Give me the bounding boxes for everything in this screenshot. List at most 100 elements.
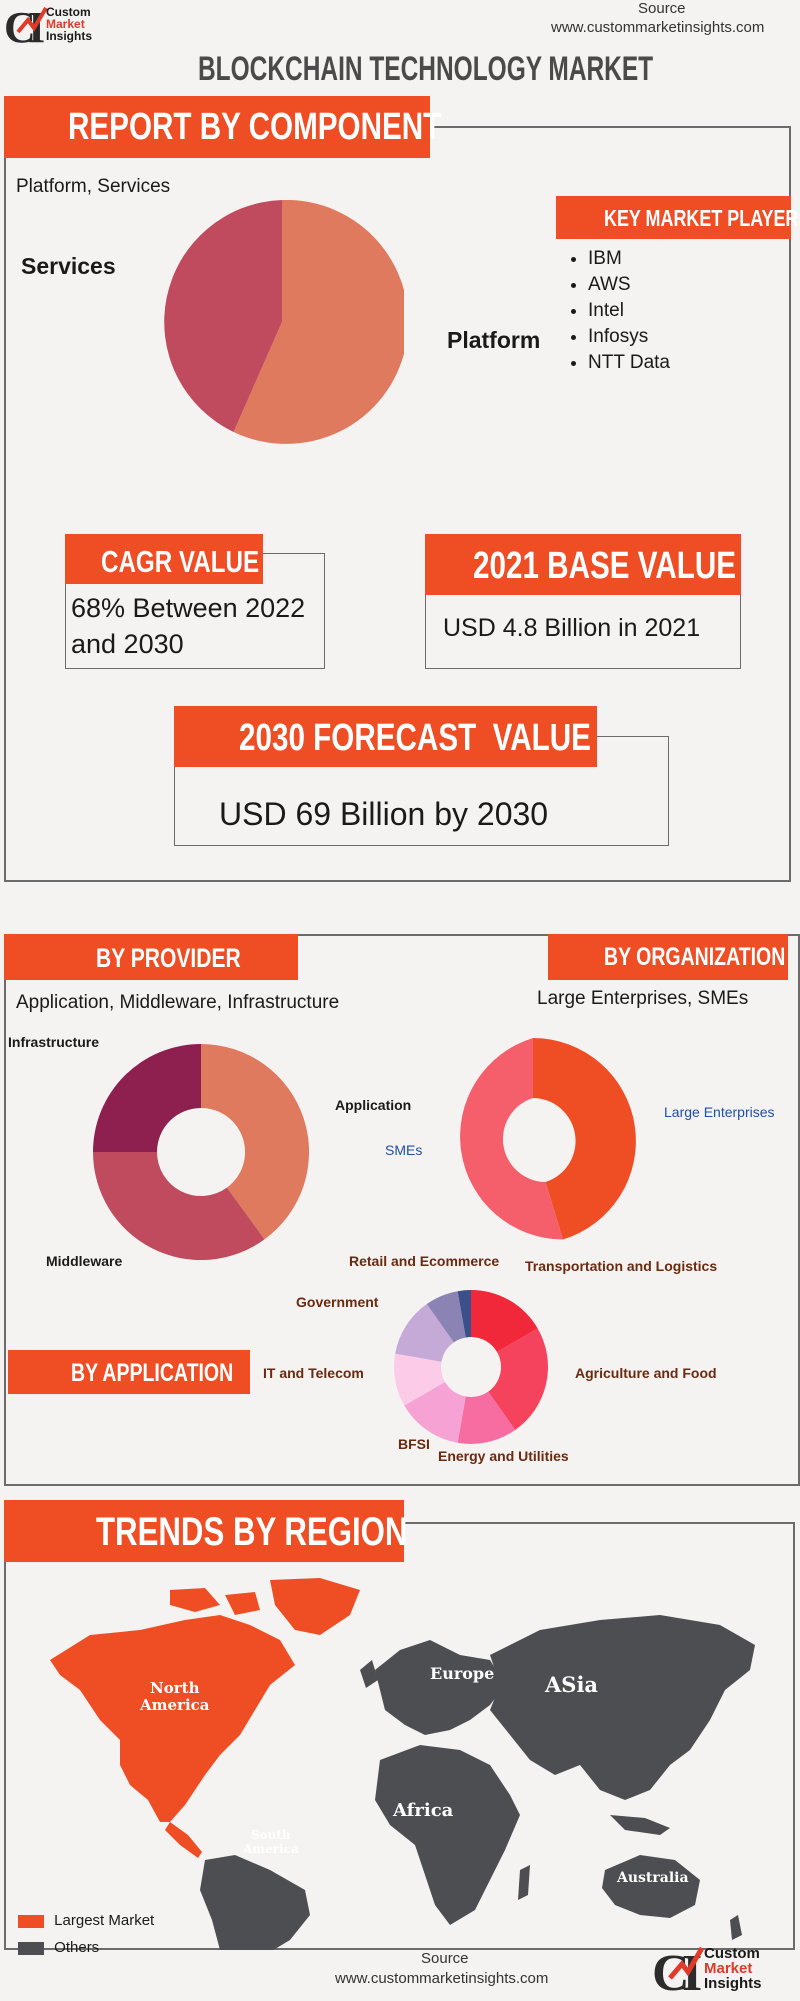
organization-label-large: Large Enterprises bbox=[664, 1104, 775, 1120]
logo-word-1: Custom bbox=[704, 1945, 760, 1962]
source-label-top: Source bbox=[638, 0, 686, 17]
map-label-south-line2: America bbox=[243, 1842, 299, 1856]
cagr-value-line2: and 2030 bbox=[71, 629, 184, 659]
cagr-heading-bar: CAGR VALUE bbox=[65, 534, 263, 584]
donut-slice-large-enterprises bbox=[533, 1038, 636, 1240]
logo-word-1: Custom bbox=[46, 5, 91, 19]
region-heading-bar: TRENDS BY REGION bbox=[4, 1500, 408, 1562]
provider-heading: BY PROVIDER bbox=[96, 943, 241, 973]
donut-slice-bfsi bbox=[404, 1382, 466, 1443]
provider-label-infrastructure: Infrastructure bbox=[8, 1034, 100, 1050]
legend-others: Others bbox=[18, 1939, 99, 1956]
donut-slice-other bbox=[457, 1290, 471, 1338]
donut-slice-retail bbox=[426, 1291, 466, 1343]
application-heading-bar: BY APPLICATION bbox=[8, 1350, 250, 1394]
region-north-america bbox=[50, 1615, 295, 1822]
logo-bottom: C I Custom Market Insights bbox=[652, 1942, 797, 2001]
donut-slice-government bbox=[395, 1304, 454, 1362]
cagr-heading: CAGR VALUE bbox=[101, 544, 260, 579]
application-label-government: Government bbox=[296, 1294, 379, 1310]
world-map bbox=[50, 1578, 755, 1950]
donut-slice-it bbox=[394, 1353, 445, 1406]
map-label-south-line1: South bbox=[250, 1828, 291, 1842]
region-greenland bbox=[270, 1578, 360, 1635]
application-label-retail: Retail and Ecommerce bbox=[349, 1253, 500, 1269]
region-uk bbox=[360, 1660, 378, 1688]
region-heading: TRENDS BY REGION bbox=[96, 1510, 408, 1554]
application-label-bfsi: BFSI bbox=[398, 1436, 430, 1452]
forecast-heading-bar: 2030 FORECAST VALUE bbox=[174, 706, 597, 767]
region-canada-islands bbox=[170, 1588, 260, 1615]
forecast-heading: 2030 FORECAST VALUE bbox=[239, 717, 591, 759]
base-value-text: USD 4.8 Billion in 2021 bbox=[443, 614, 701, 642]
map-label-north-america: North America bbox=[140, 1680, 210, 1714]
application-label-energy: Energy and Utilities bbox=[438, 1448, 569, 1464]
key-player-item: NTT Data bbox=[588, 350, 670, 376]
organization-segments: Large Enterprises, SMEs bbox=[537, 988, 749, 1009]
provider-segments: Application, Middleware, Infrastructure bbox=[16, 992, 340, 1013]
key-players-heading: KEY MARKET PLAYERS bbox=[604, 205, 800, 231]
logo-word-3: Insights bbox=[704, 1975, 762, 1992]
map-label-asia: ASia bbox=[545, 1672, 599, 1697]
provider-donut-chart bbox=[92, 1044, 310, 1261]
donut-slice-agriculture bbox=[488, 1328, 548, 1430]
legend-swatch-others bbox=[18, 1941, 44, 1955]
key-players-heading-bar: KEY MARKET PLAYERS bbox=[556, 196, 800, 239]
region-south-america bbox=[200, 1855, 310, 1950]
cagr-value: 68% Between 2022 and 2030 bbox=[71, 590, 305, 662]
legend-label-others: Others bbox=[54, 1939, 100, 1956]
application-label-it: IT and Telecom bbox=[263, 1365, 364, 1381]
component-segments: Platform, Services bbox=[16, 176, 171, 197]
source-url-top[interactable]: www.custommarketinsights.com bbox=[551, 19, 765, 36]
donut-slice-middleware bbox=[92, 1152, 265, 1261]
donut-slice-smes bbox=[460, 1038, 563, 1240]
application-heading: BY APPLICATION bbox=[71, 1359, 234, 1387]
component-heading-bar: REPORT BY COMPONENT bbox=[4, 96, 441, 158]
logo-word-2: Market bbox=[704, 1960, 753, 1977]
pie-slice-services bbox=[164, 200, 282, 432]
forecast-value-text: USD 69 Billion by 2030 bbox=[219, 796, 549, 832]
component-pie-chart bbox=[164, 200, 404, 444]
donut-slice-transportation bbox=[471, 1290, 538, 1352]
donut-slice-application bbox=[201, 1044, 310, 1240]
provider-label-middleware: Middleware bbox=[46, 1253, 123, 1269]
cagr-value-line1: 68% Between 2022 bbox=[71, 593, 306, 623]
key-player-item: AWS bbox=[588, 272, 670, 298]
key-player-item: Infosys bbox=[588, 324, 670, 350]
region-madagascar bbox=[518, 1865, 530, 1900]
donut-slice-infrastructure bbox=[93, 1044, 201, 1152]
region-indonesia bbox=[610, 1815, 670, 1835]
region-new-zealand bbox=[730, 1915, 742, 1940]
map-label-europe: Europe bbox=[430, 1664, 495, 1683]
source-label-bottom: Source bbox=[421, 1950, 469, 1967]
map-label-australia: Australia bbox=[617, 1870, 689, 1886]
application-donut-chart bbox=[394, 1290, 548, 1444]
region-africa bbox=[375, 1745, 520, 1925]
region-central-america bbox=[165, 1822, 202, 1858]
logo-word-3: Insights bbox=[46, 29, 93, 43]
segments-section-frame bbox=[4, 934, 800, 1486]
logo-top: C I Custom Market Insights bbox=[4, 2, 129, 52]
logo-mark-icon: C I bbox=[4, 3, 48, 52]
base-value-heading: 2021 BASE VALUE bbox=[473, 545, 737, 587]
legend-largest: Largest Market bbox=[18, 1912, 154, 1929]
organization-heading: BY ORGANIZATION bbox=[604, 943, 786, 971]
legend-swatch-largest bbox=[18, 1914, 44, 1928]
map-label-africa: Africa bbox=[393, 1800, 454, 1821]
region-europe bbox=[375, 1640, 505, 1735]
page-title: BLOCKCHAIN TECHNOLOGY MARKET bbox=[198, 50, 654, 88]
organization-donut-chart bbox=[460, 1038, 636, 1240]
key-player-item: IBM bbox=[588, 246, 670, 272]
region-asia bbox=[490, 1615, 755, 1800]
region-australia bbox=[602, 1855, 700, 1918]
organization-heading-bar: BY ORGANIZATION bbox=[548, 934, 788, 980]
map-label-north-line1: North bbox=[150, 1679, 200, 1697]
svg-text:C: C bbox=[652, 1945, 690, 1996]
source-url-bottom[interactable]: www.custommarketinsights.com bbox=[335, 1970, 549, 1987]
key-players-list: IBM AWS Intel Infosys NTT Data bbox=[566, 246, 670, 376]
pie-slice-platform bbox=[233, 200, 404, 444]
provider-label-application: Application bbox=[335, 1097, 412, 1113]
map-label-north-line2: America bbox=[140, 1696, 210, 1714]
application-label-agriculture: Agriculture and Food bbox=[575, 1365, 717, 1381]
provider-heading-bar: BY PROVIDER bbox=[4, 934, 298, 980]
